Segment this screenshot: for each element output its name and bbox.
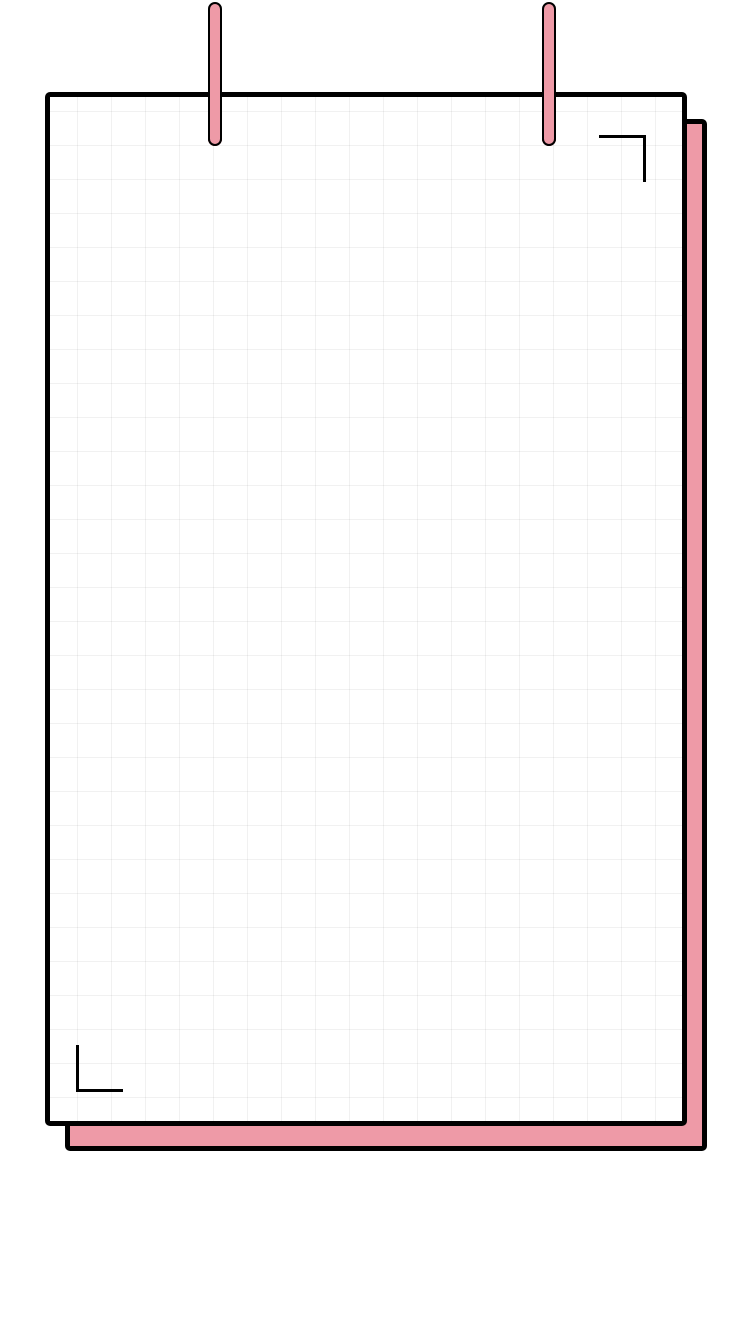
binder-ring-left-icon [208,2,222,146]
binder-ring-right-icon [542,2,556,146]
corner-bracket-top-right-icon [599,135,646,182]
corner-bracket-bottom-left-icon [76,1045,123,1092]
notepad-paper [45,92,687,1126]
